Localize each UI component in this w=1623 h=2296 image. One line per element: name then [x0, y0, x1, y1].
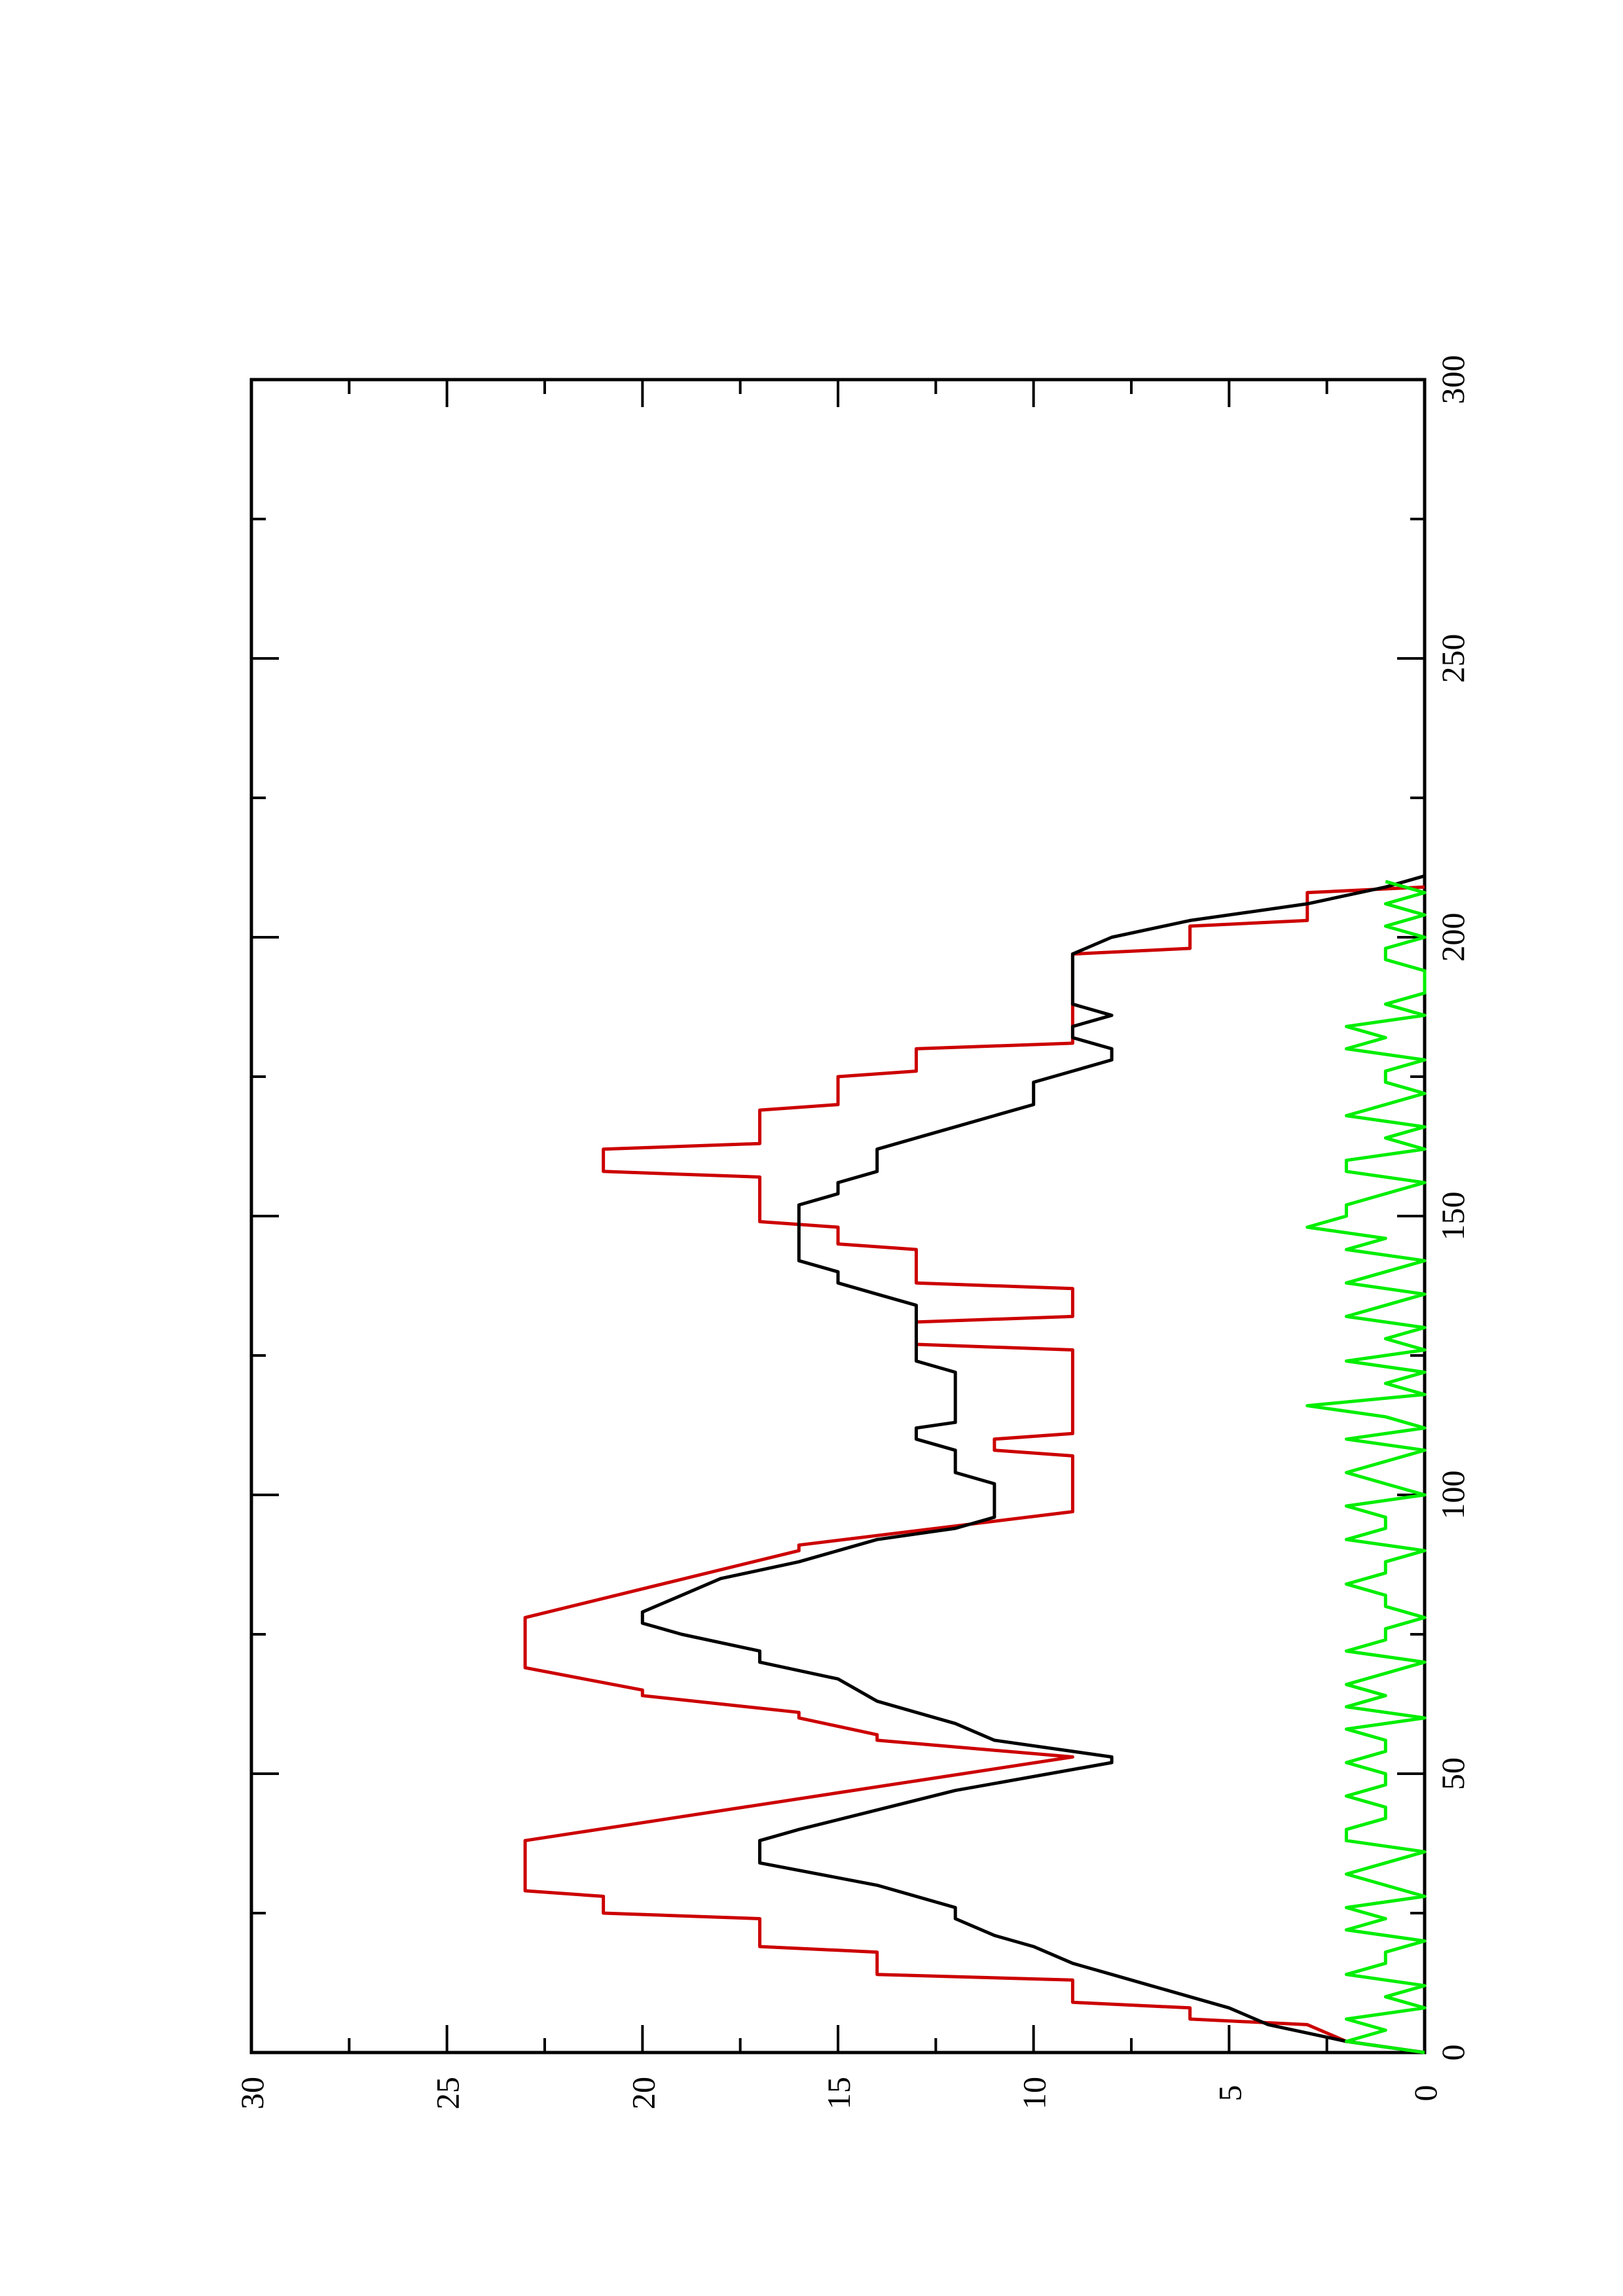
y-tick-label: 5: [1211, 2085, 1248, 2102]
series-line-green: [1305, 880, 1427, 2054]
y-tick-label: 10: [1016, 2077, 1053, 2109]
y-tick-label: 30: [234, 2077, 270, 2109]
series-layer: [523, 874, 1427, 2054]
x-tick-label: 50: [1434, 1757, 1471, 1790]
y-tick-label: 25: [429, 2077, 466, 2109]
y-tick-label: 0: [1407, 2085, 1444, 2102]
y-tick-label: 20: [625, 2077, 661, 2109]
x-tick-label: 200: [1434, 913, 1471, 962]
x-tick-label: 100: [1434, 1471, 1471, 1520]
series-line-red: [523, 885, 1425, 2054]
x-tick-label: 300: [1434, 355, 1471, 404]
x-tick-label: 0: [1434, 2045, 1471, 2061]
series-line-black: [640, 874, 1425, 2054]
ticks-layer: [250, 378, 1426, 2054]
plot-frame: [249, 378, 1427, 2054]
labels-layer: 0 50 100 150 200 250 300 0 5 10 15 20 25 30: [234, 355, 1471, 2110]
y-tick-label: 15: [820, 2077, 857, 2109]
x-tick-label: 250: [1434, 634, 1471, 683]
x-tick-label: 150: [1434, 1192, 1471, 1241]
